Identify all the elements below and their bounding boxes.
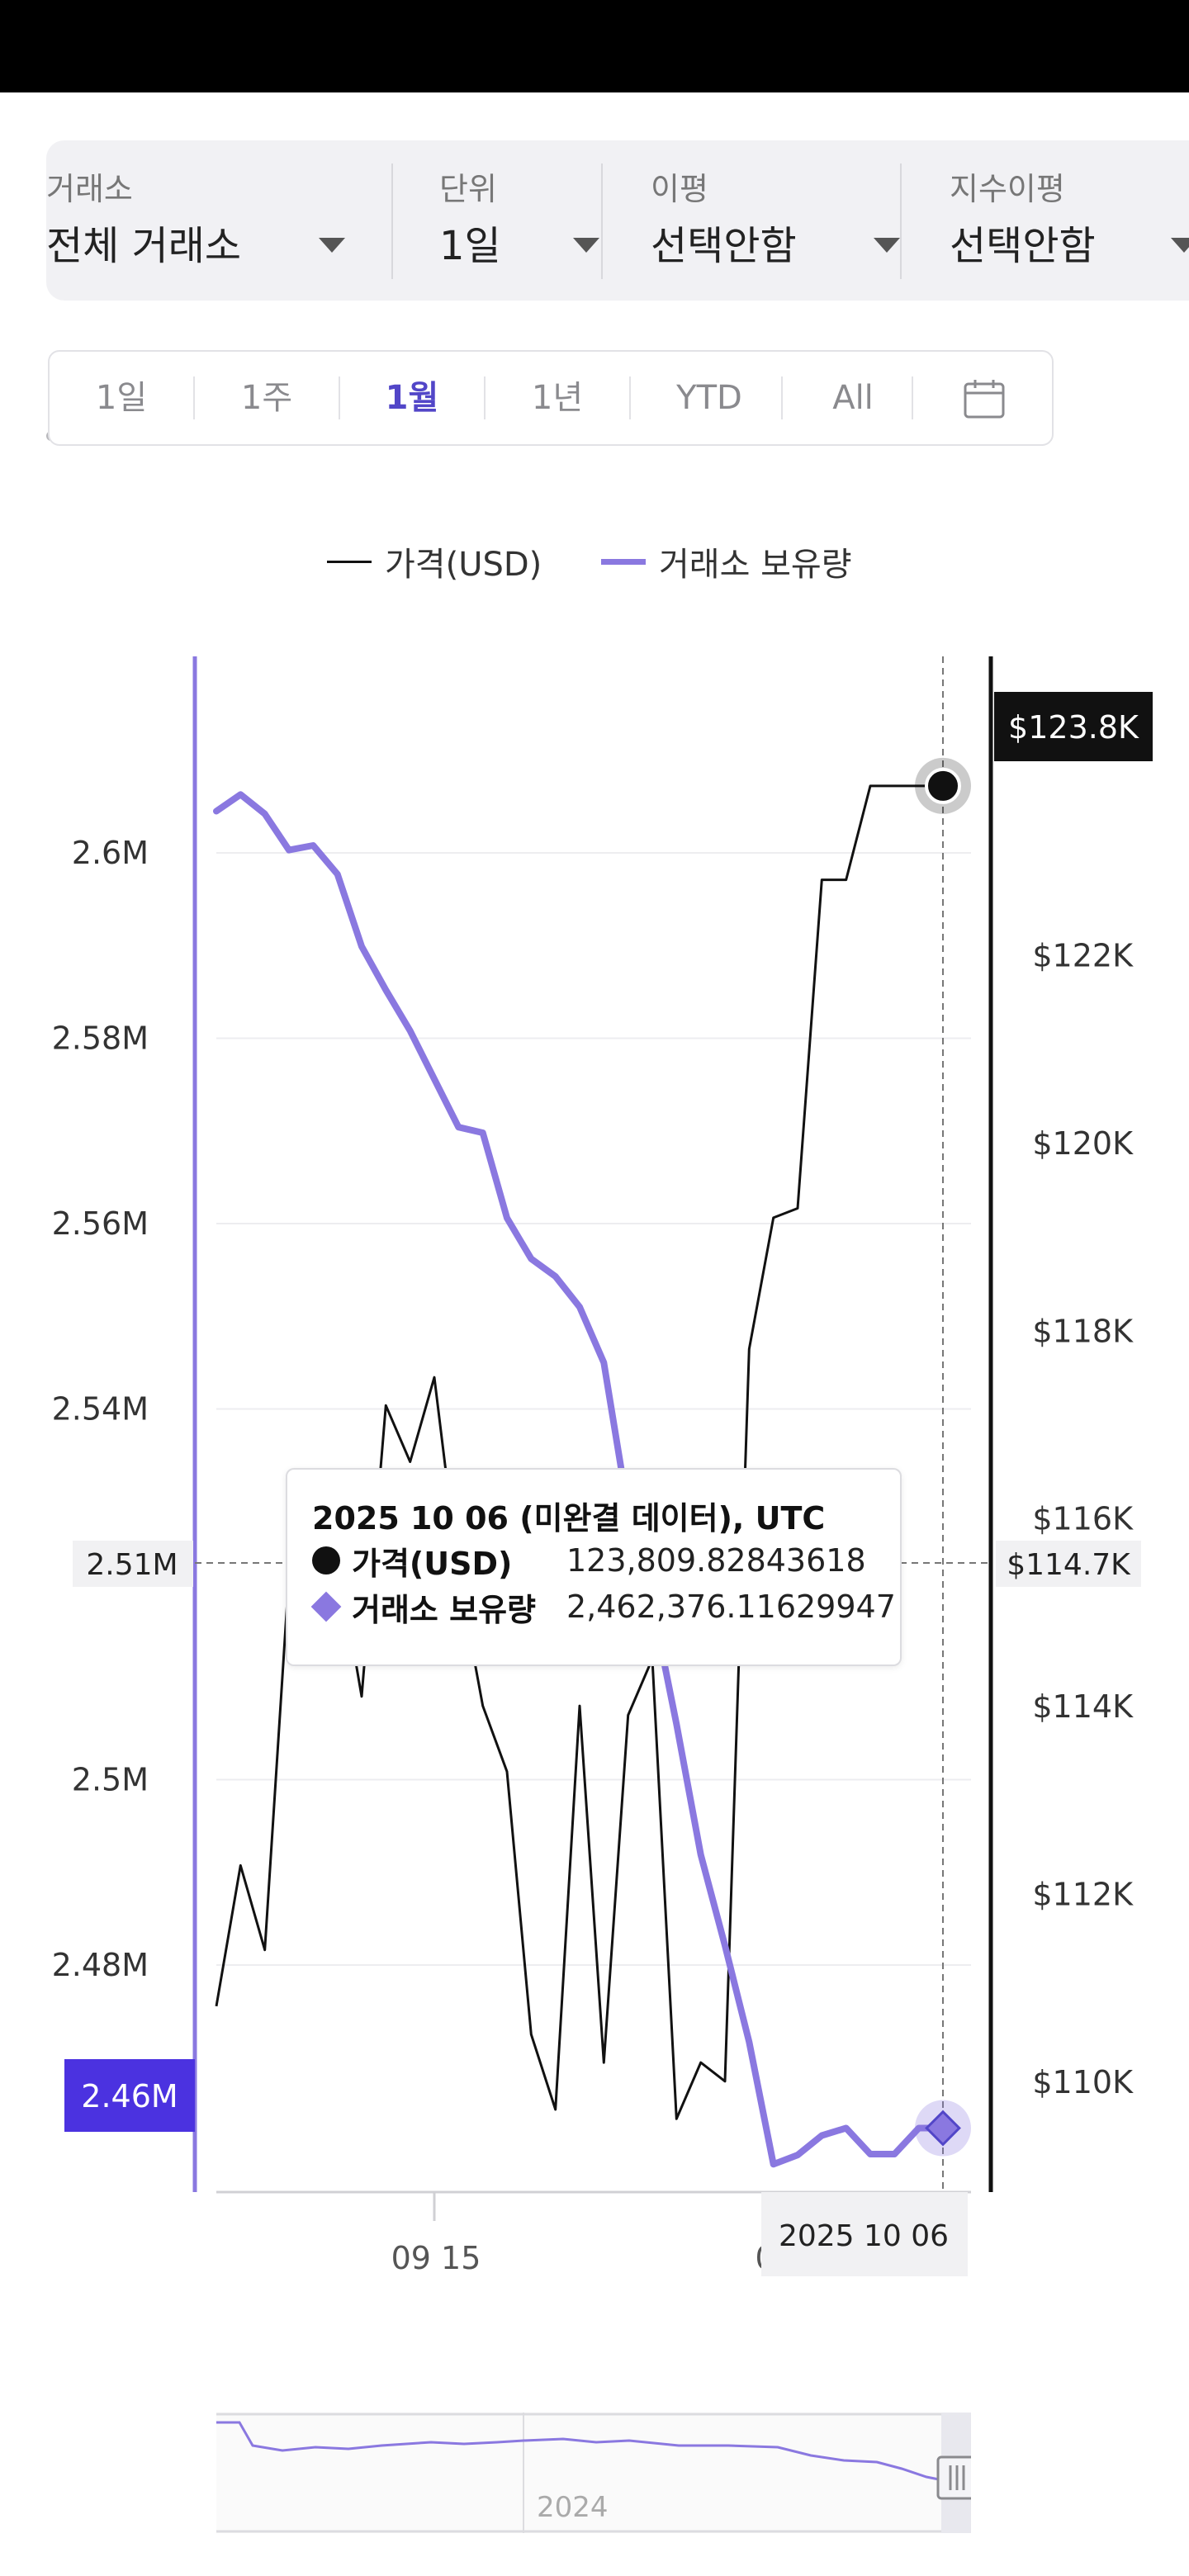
y-right-tick-label: $110K (1032, 2064, 1134, 2100)
y-right-tick-label: $114K (1032, 1688, 1134, 1725)
ma-filter[interactable]: 이평 선택안함 (651, 140, 931, 301)
exchange-filter-value: 전체 거래소 (46, 223, 242, 269)
legend-item-price[interactable]: 가격(USD) (327, 537, 542, 586)
navigator-year-label: 2024 (537, 2491, 609, 2524)
y-left-tick-label: 2.56M (52, 1205, 149, 1242)
ema-filter[interactable]: 지수이평 선택안함 (950, 140, 1189, 301)
tooltip-reserve-value: 2,462,376.11629947 (566, 1589, 896, 1625)
y-left-tick-label: 2.6M (72, 835, 149, 871)
period-ytd[interactable]: YTD (676, 379, 742, 417)
legend-line-price (327, 560, 372, 563)
legend-label-price: 가격(USD) (385, 546, 542, 584)
exchange-filter-label: 거래소 (46, 171, 133, 207)
reserve-series-line (213, 791, 946, 2168)
tooltip-row-reserve: 거래소 보유량 2,462,376.11629947 (310, 1585, 896, 1628)
crosshair-bottom-label-bg (761, 2192, 968, 2276)
chart-tooltip: 2025 10 06 (미완결 데이터), UTC 가격(USD) 123,80… (286, 1468, 902, 1666)
divider (339, 376, 340, 419)
period-1w[interactable]: 1주 (240, 379, 293, 417)
chevron-down-icon (319, 238, 345, 253)
divider (912, 376, 913, 419)
period-1y[interactable]: 1년 (531, 379, 584, 417)
navigator-handle-box (936, 2455, 971, 2500)
tooltip-row-price: 가격(USD) 123,809.82843618 (312, 1539, 890, 1582)
y-right-tick-label: $118K (1032, 1313, 1134, 1349)
ma-filter-label: 이평 (651, 171, 708, 207)
price-series-line (215, 784, 943, 2120)
left-current-value-badge (64, 2059, 195, 2132)
crosshair-left-label: 2.51M (86, 1548, 178, 1582)
unit-filter-label: 단위 (439, 171, 497, 207)
period-selector: 1일 1주 1월 1년 YTD All (48, 350, 1054, 446)
y-left-tick-label: 2.54M (52, 1390, 149, 1427)
ma-filter-value: 선택안함 (651, 223, 797, 269)
divider (193, 376, 195, 419)
status-bar (0, 0, 1189, 92)
divider (629, 376, 631, 419)
divider (900, 163, 902, 279)
calendar-icon[interactable] (963, 378, 1006, 419)
x-tick-label: 09 15 (391, 2240, 481, 2276)
y-right-tick-label: $112K (1032, 1876, 1134, 1912)
circle-marker-icon (312, 1546, 340, 1574)
chart-legend: 가격(USD) 거래소 보유량 (0, 537, 1189, 586)
period-all[interactable]: All (832, 379, 874, 417)
chevron-down-icon (874, 238, 900, 253)
y-left-tick-label: 2.48M (52, 1947, 149, 1983)
legend-label-reserve: 거래소 보유량 (659, 546, 852, 584)
period-1d[interactable]: 1일 (95, 379, 148, 417)
divider (391, 163, 393, 279)
chevron-down-icon (1171, 238, 1189, 253)
navigator-series-line (216, 2421, 971, 2487)
unit-filter[interactable]: 단위 1일 (439, 140, 629, 301)
diamond-marker-icon (310, 1591, 342, 1622)
exchange-filter[interactable]: 거래소 전체 거래소 (46, 140, 393, 301)
tooltip-price-name: 가격(USD) (352, 1545, 513, 1582)
right-current-value: $123.8K (1008, 709, 1139, 746)
y-right-tick-label: $116K (1032, 1501, 1134, 1537)
reserve-point-marker[interactable] (925, 2110, 961, 2147)
tooltip-title: 2025 10 06 (미완결 데이터), UTC (312, 1500, 826, 1537)
price-point-marker[interactable] (925, 767, 961, 804)
right-current-value-badge (994, 692, 1153, 761)
unit-filter-value: 1일 (439, 223, 501, 269)
crosshair-right-label-bg (996, 1541, 1141, 1587)
period-1m[interactable]: 1월 (385, 379, 439, 417)
y-left-tick-label: 2.58M (52, 1020, 149, 1056)
ema-filter-label: 지수이평 (950, 171, 1065, 207)
range-navigator[interactable]: 2024 (216, 2413, 971, 2533)
tooltip-price-value: 123,809.82843618 (566, 1542, 866, 1579)
tooltip-reserve-name: 거래소 보유량 (352, 1591, 536, 1628)
crosshair-left-label-bg (73, 1541, 193, 1587)
legend-line-reserve (601, 558, 646, 565)
crosshair-right-label: $114.7K (1007, 1548, 1131, 1582)
y-left-tick-label: 2.5M (72, 1761, 149, 1797)
filter-bar: 거래소 전체 거래소 단위 1일 이평 선택안함 지수이평 선택안함 (46, 140, 1189, 441)
divider (781, 376, 783, 419)
crosshair-bottom-label: 2025 10 06 (779, 2219, 949, 2253)
left-current-value: 2.46M (81, 2078, 178, 2114)
legend-item-reserve[interactable]: 거래소 보유량 (601, 537, 852, 586)
chevron-down-icon (573, 238, 599, 253)
navigator-handle[interactable] (936, 2455, 971, 2500)
navigator-background (216, 2413, 971, 2533)
ema-filter-value: 선택안함 (950, 223, 1096, 269)
divider (484, 376, 486, 419)
y-right-tick-label: $120K (1032, 1125, 1134, 1162)
divider (601, 163, 603, 279)
y-right-tick-label: $122K (1032, 938, 1134, 974)
